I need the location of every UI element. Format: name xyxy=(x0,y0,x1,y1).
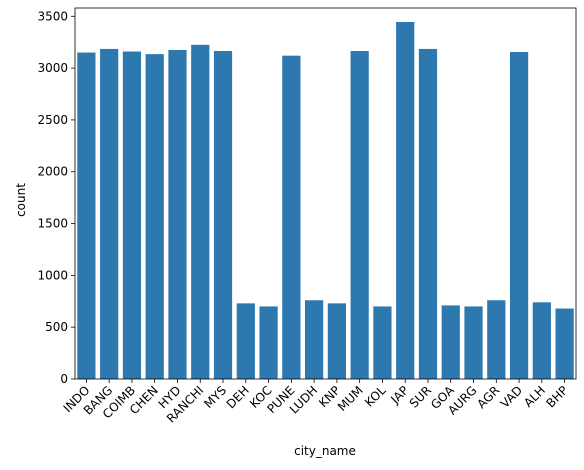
bar-indo xyxy=(77,52,96,380)
bar-goa xyxy=(441,305,460,379)
bar-coimb xyxy=(122,51,142,379)
bars-group xyxy=(77,21,574,380)
x-tick-label: KOL xyxy=(362,383,389,410)
y-tick-label: 500 xyxy=(45,320,68,334)
bar-hyd xyxy=(168,49,187,379)
plot-frame xyxy=(74,7,577,380)
x-tick-label: SUR xyxy=(407,383,434,410)
y-tick-label: 2500 xyxy=(37,113,68,127)
x-tick-label: AGR xyxy=(474,383,502,411)
y-tick-label: 2000 xyxy=(37,165,68,179)
x-tick-label: MYS xyxy=(201,383,229,411)
x-tick-label: DEH xyxy=(224,383,252,411)
bar-ranchi xyxy=(191,44,210,379)
bar-koc xyxy=(259,306,278,379)
bar-vad xyxy=(509,52,529,379)
x-tick-label: ALH xyxy=(521,383,548,410)
bar-ludh xyxy=(305,300,324,379)
bar-sur xyxy=(418,48,438,380)
bar-jap xyxy=(396,21,415,380)
x-tick-label: JAP xyxy=(387,383,411,407)
y-axis-label: count xyxy=(14,183,28,217)
bar-knp xyxy=(327,303,346,379)
y-tick-label: 3500 xyxy=(37,9,68,23)
x-tick-label: MUM xyxy=(335,383,366,414)
bar-mum xyxy=(350,51,369,379)
x-tick-label: VAD xyxy=(498,383,525,410)
y-tick-label: 1000 xyxy=(37,268,68,282)
y-tick-label: 0 xyxy=(60,372,68,386)
bar-bhp xyxy=(555,308,574,379)
bar-mys xyxy=(213,51,233,379)
bar-pune xyxy=(282,55,301,380)
bar-bang xyxy=(100,48,119,380)
bar-agr xyxy=(487,300,506,379)
x-tick-label: BHP xyxy=(544,383,571,410)
y-tick-label: 1500 xyxy=(37,217,68,231)
bar-deh xyxy=(236,303,255,379)
x-axis-label: city_name xyxy=(294,444,356,458)
y-tick-label: 3000 xyxy=(37,61,68,75)
bar-kol xyxy=(373,306,392,379)
bar-aurg xyxy=(464,306,483,379)
bar-alh xyxy=(532,302,551,379)
bar-chen xyxy=(145,54,164,380)
